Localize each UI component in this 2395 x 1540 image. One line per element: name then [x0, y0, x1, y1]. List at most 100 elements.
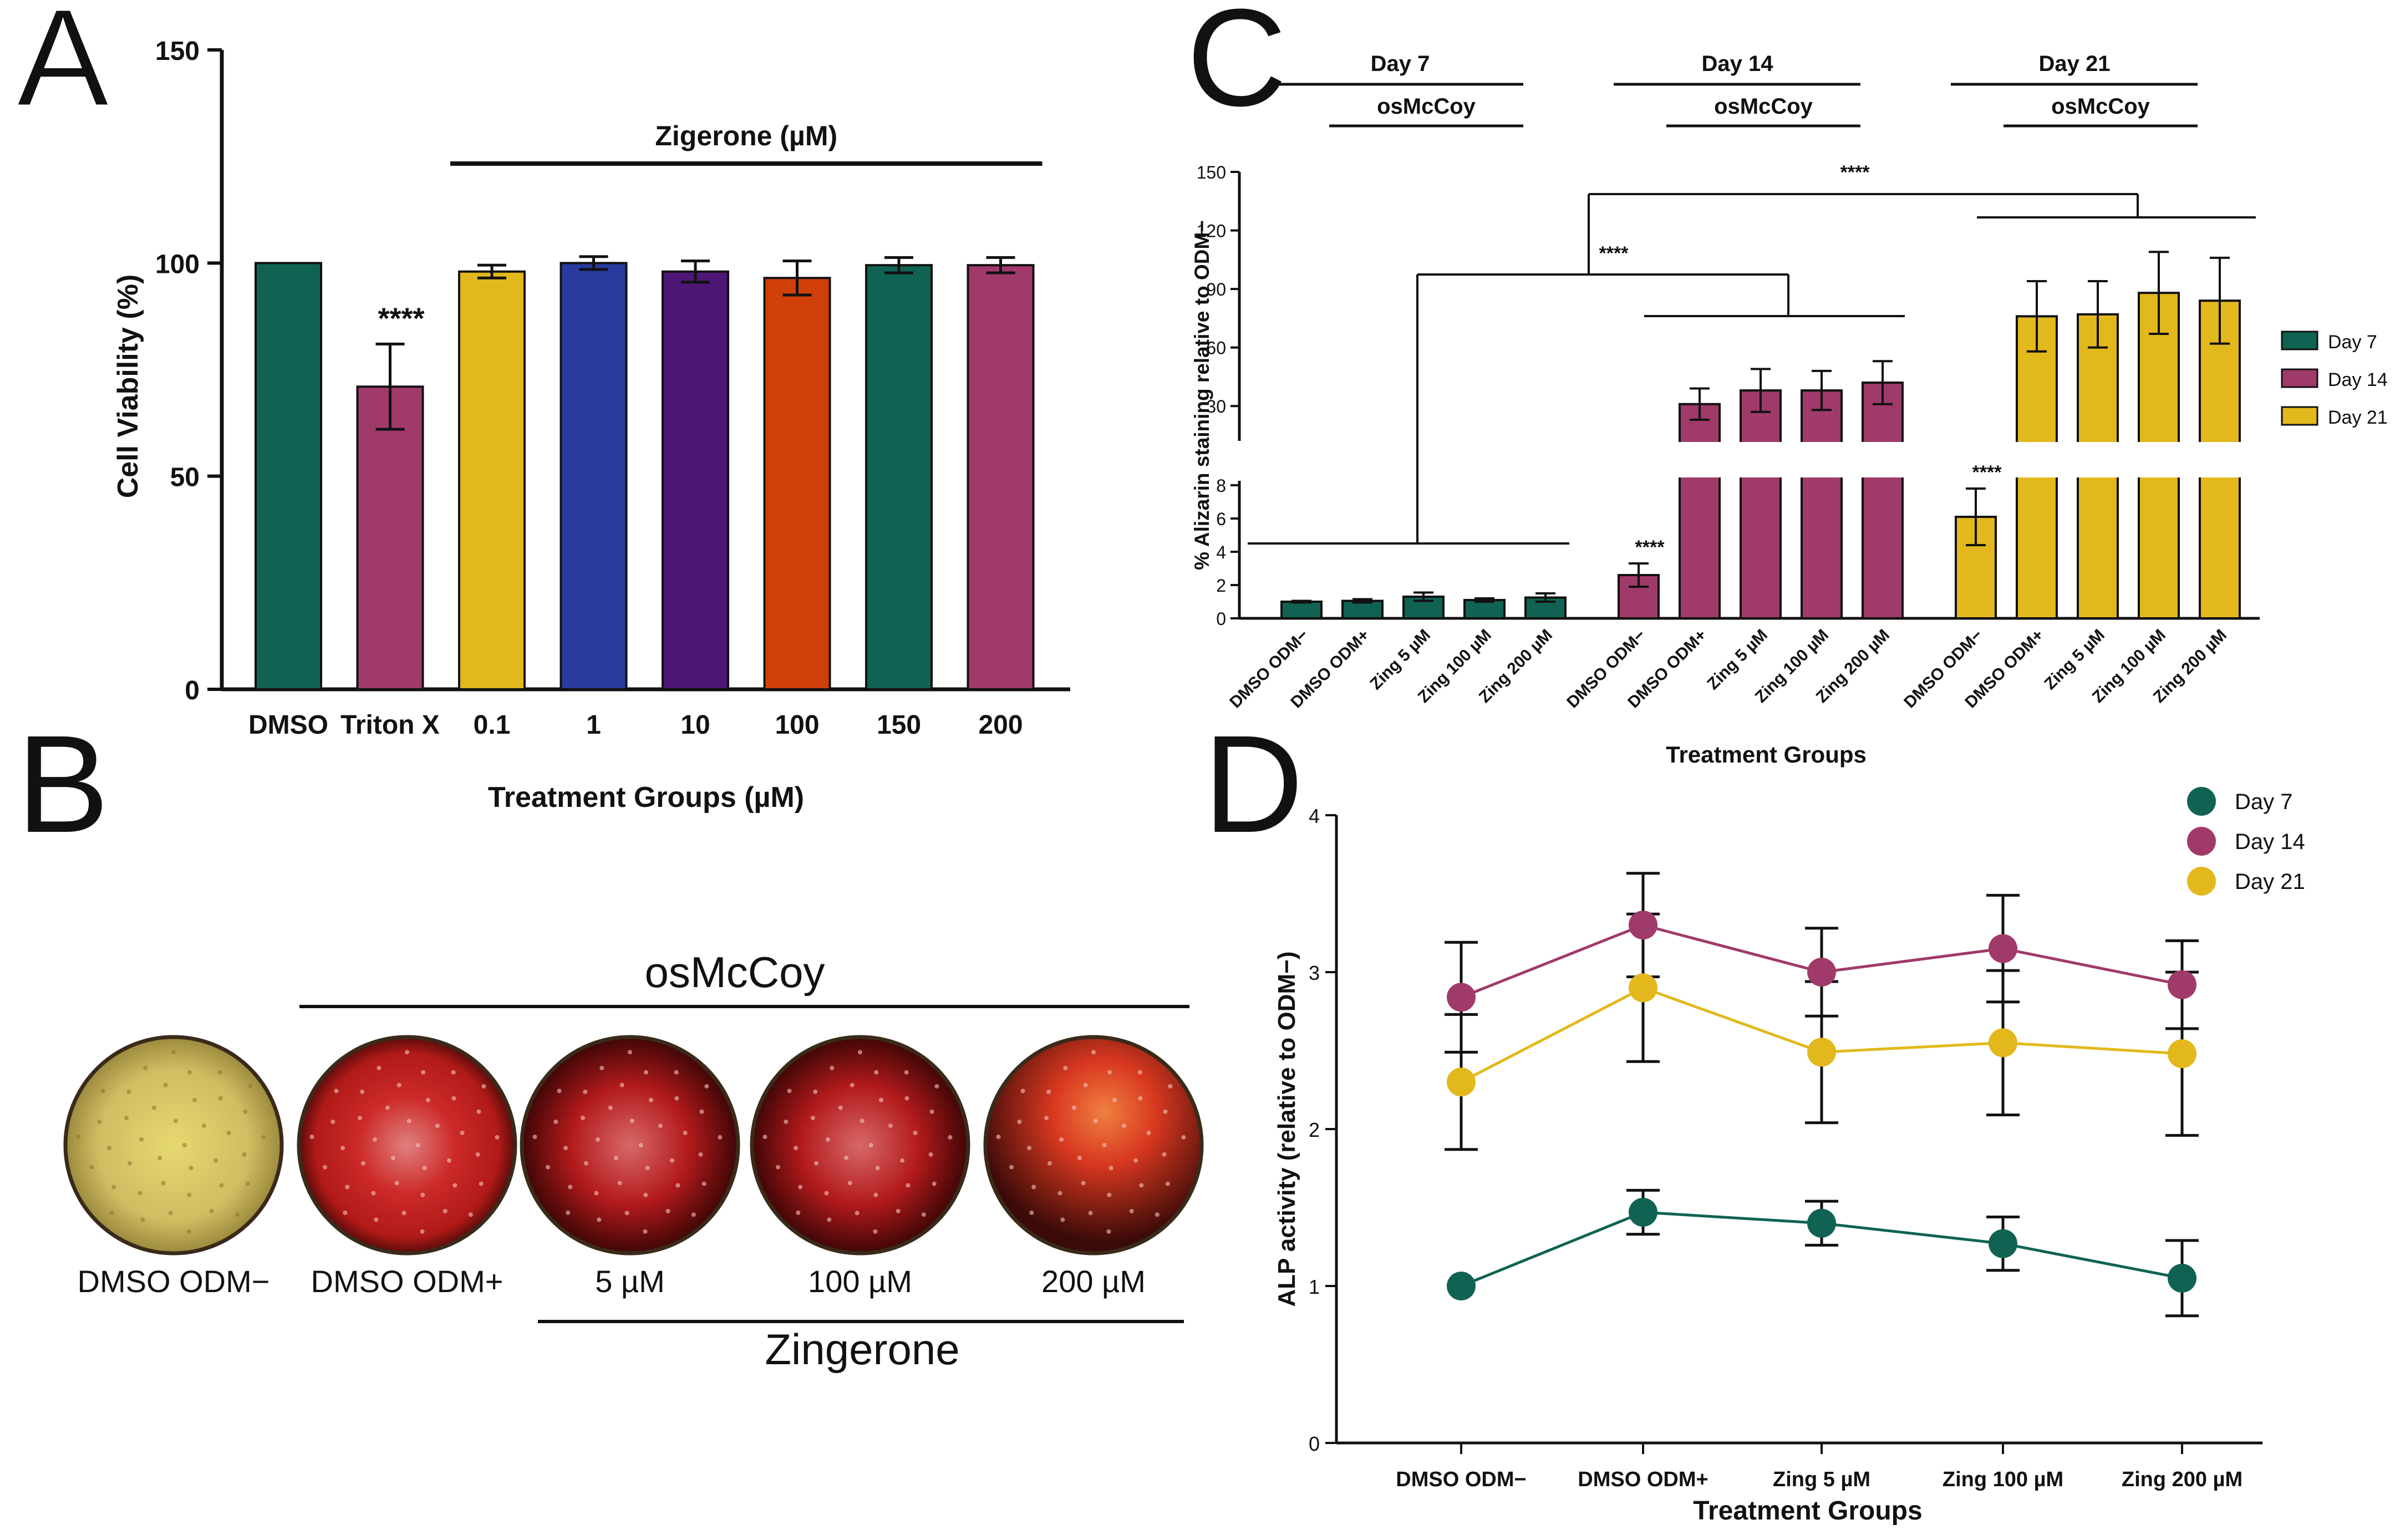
well-speckle [784, 1119, 789, 1124]
well-speckle [168, 1211, 173, 1216]
well-speckle [813, 1161, 818, 1166]
well-speckle [913, 1130, 918, 1135]
b-footer-label: Zingerone [765, 1325, 959, 1374]
a-x-tick-label: 100 [775, 710, 819, 740]
c-bar [1862, 382, 1904, 619]
panel-c-chart: 0 2 4 6 8 30 60 90 120 150 % Alizarin staining rel… [1191, 52, 2388, 768]
culture-well [983, 1035, 1204, 1256]
c-y-tick-label: 8 [1216, 476, 1226, 496]
well-speckle [566, 1210, 571, 1215]
well-speckle [796, 1210, 801, 1215]
well-speckle [435, 1124, 440, 1129]
well-speckle [187, 1192, 192, 1197]
well-speckle [1107, 1070, 1112, 1075]
well-speckle [452, 1183, 457, 1188]
panel-b-letter: B [17, 707, 109, 861]
well-speckle [97, 1119, 102, 1124]
panel-c-letter: C [1187, 0, 1287, 135]
well-speckle [161, 1181, 166, 1186]
well-label: 5 µM [595, 1264, 665, 1299]
well-speckle [826, 1137, 831, 1142]
a-x-tick-label: DMSO [248, 710, 328, 740]
c-x-tick-label: Zing 5 µM [1704, 626, 1771, 694]
well-speckle [860, 1119, 865, 1124]
well-speckle [873, 1229, 878, 1234]
well-speckle [1146, 1130, 1151, 1135]
d-point [1989, 1028, 2017, 1058]
panel-a-letter: A [17, 0, 109, 135]
well-speckle [187, 1070, 192, 1075]
c-legend-label: Day 7 [2328, 332, 2377, 353]
well-speckle [151, 1105, 156, 1110]
well-speckle [390, 1155, 395, 1160]
well-speckle [1163, 1109, 1168, 1114]
well-speckle [396, 1082, 401, 1087]
well-speckle [649, 1097, 654, 1102]
well-speckle [248, 1084, 253, 1089]
d-point [1807, 1208, 1836, 1238]
c-x-tick-label: Zing 5 µM [2041, 626, 2108, 694]
well-speckle [420, 1229, 425, 1234]
a-x-axis-label: Treatment Groups (µM) [488, 781, 804, 814]
a-bar [560, 262, 628, 691]
c-legend-label: Day 21 [2328, 407, 2388, 428]
well-speckle [674, 1070, 679, 1075]
a-bar [662, 270, 729, 690]
d-point [1447, 1272, 1476, 1300]
well-speckle [422, 1166, 427, 1171]
well-speckle [334, 1089, 339, 1094]
well-speckle [928, 1152, 933, 1157]
well-speckle [794, 1146, 799, 1151]
well-speckle [798, 1185, 803, 1190]
c-bar [1801, 389, 1843, 620]
d-y-tick-label: 0 [1309, 1432, 1320, 1455]
d-x-tick-label: DMSO ODM+ [1578, 1468, 1708, 1491]
well-speckle [481, 1084, 486, 1089]
well-speckle [420, 1192, 425, 1197]
d-point [1807, 1038, 1836, 1067]
d-x-tick-label: Zing 200 µM [2122, 1468, 2243, 1491]
well-speckle [850, 1082, 855, 1087]
well-speckle [613, 1155, 618, 1160]
well-speckle [1102, 1143, 1107, 1147]
well-speckle [1137, 1070, 1142, 1075]
well-speckle [213, 1158, 218, 1163]
well-speckle [406, 1119, 411, 1124]
a-y-tick-label: 50 [170, 463, 200, 492]
well-speckle [1057, 1191, 1062, 1196]
well-speckle [1091, 1050, 1096, 1055]
d-point [2168, 1263, 2196, 1293]
well-speckle [843, 1155, 848, 1160]
well-speckle [109, 1210, 114, 1215]
culture-well [750, 1035, 970, 1256]
d-y-tick-label: 4 [1309, 805, 1320, 827]
c-medium-label: osMcCoy [1714, 94, 1813, 119]
well-speckle [124, 1115, 129, 1120]
well-speckle [645, 1166, 650, 1171]
well-speckle [1027, 1146, 1032, 1151]
well-speckle [322, 1165, 327, 1170]
well-speckle [89, 1165, 94, 1170]
well-speckle [718, 1135, 723, 1140]
well-speckle [495, 1135, 500, 1140]
well-speckle [675, 1183, 680, 1188]
well-speckle [874, 1070, 879, 1075]
well-speckle [858, 1050, 862, 1055]
well-speckle [1063, 1065, 1068, 1070]
c-medium-label: osMcCoy [2051, 94, 2150, 119]
panel-d-chart: 0 1 2 3 4 DMSO ODM− DMSO ODM+ Zing 5 µM Zing 100… [1273, 787, 2305, 1526]
well-speckle [1047, 1161, 1052, 1166]
panel-a-chart: 0 50 100 150 Cell Viability (%) DMSO Triton X *… [112, 37, 1070, 814]
well-speckle [847, 1181, 852, 1186]
a-y-axis-label: Cell Viability (%) [112, 275, 144, 499]
d-x-tick-label: Zing 100 µM [1943, 1468, 2063, 1491]
well-speckle [1155, 1212, 1160, 1217]
well-speckle [173, 1119, 178, 1124]
c-significance: **** [1972, 462, 2002, 483]
well-speckle [1133, 1158, 1138, 1163]
well-speckle [904, 1070, 909, 1075]
well-speckle [1088, 1211, 1093, 1216]
well-speckle [127, 1161, 132, 1166]
c-bar [1679, 403, 1721, 619]
